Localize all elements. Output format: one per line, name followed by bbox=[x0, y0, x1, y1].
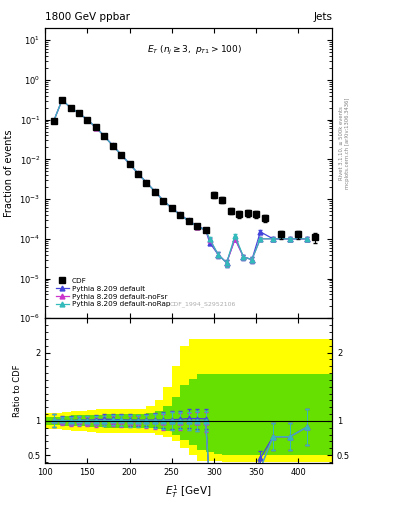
Text: CDF_1994_S2952106: CDF_1994_S2952106 bbox=[170, 301, 236, 307]
Text: $E_T\ (n_j \geq 3,\ p_{T1}>100)$: $E_T\ (n_j \geq 3,\ p_{T1}>100)$ bbox=[147, 44, 242, 57]
Y-axis label: Ratio to CDF: Ratio to CDF bbox=[13, 365, 22, 417]
Text: Rivet 3.1.10, ≥ 500k events: Rivet 3.1.10, ≥ 500k events bbox=[339, 106, 344, 180]
Text: Jets: Jets bbox=[313, 11, 332, 22]
Legend: CDF, Pythia 8.209 default, Pythia 8.209 default-noFsr, Pythia 8.209 default-noRa: CDF, Pythia 8.209 default, Pythia 8.209 … bbox=[55, 276, 172, 309]
Text: mcplots.cern.ch [arXiv:1306.3436]: mcplots.cern.ch [arXiv:1306.3436] bbox=[345, 98, 350, 189]
Text: 1800 GeV ppbar: 1800 GeV ppbar bbox=[45, 11, 130, 22]
X-axis label: $E_T^1$ [GeV]: $E_T^1$ [GeV] bbox=[165, 483, 212, 500]
Y-axis label: Fraction of events: Fraction of events bbox=[4, 130, 14, 217]
